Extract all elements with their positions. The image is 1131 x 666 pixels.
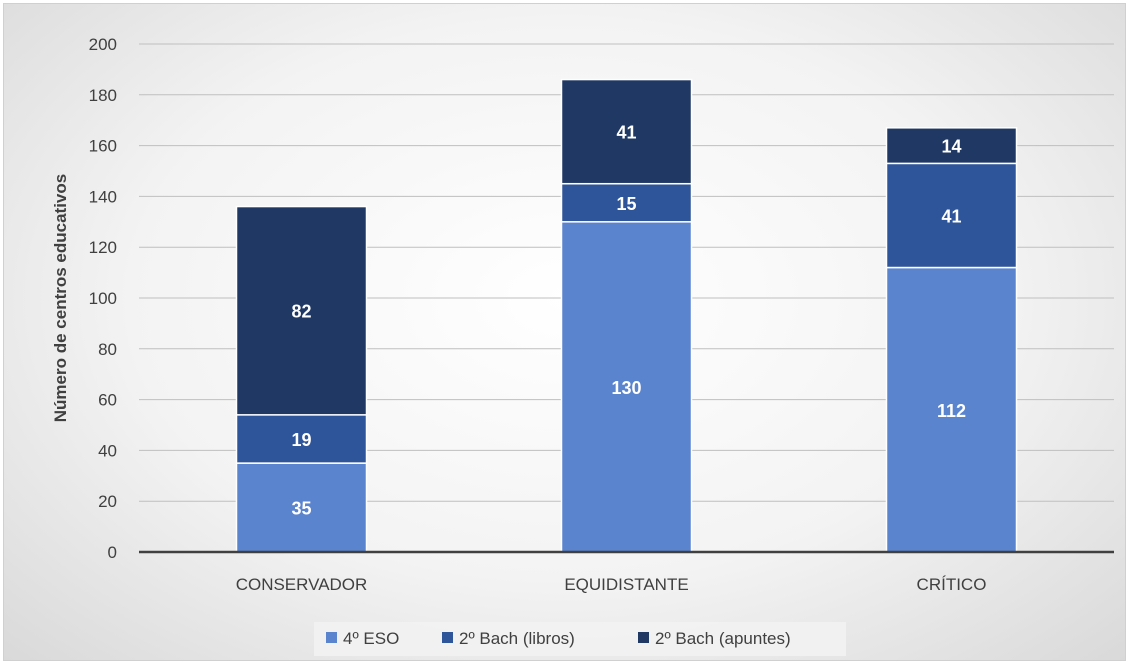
- bar-segment: [885, 162, 1018, 269]
- data-label: 41: [616, 123, 636, 143]
- data-label: 14: [941, 137, 961, 157]
- y-tick-label: 160: [89, 137, 117, 156]
- y-axis-ticks: 0 20 40 60 80 100 120 140 160 180 200: [89, 35, 117, 562]
- data-label: 35: [291, 499, 311, 519]
- bar-segment: [885, 127, 1018, 165]
- y-tick-label: 100: [89, 289, 117, 308]
- category-label: CRÍTICO: [917, 575, 987, 594]
- legend-label: 2º Bach (libros): [459, 629, 575, 648]
- y-tick-label: 120: [89, 238, 117, 257]
- y-tick-label: 80: [98, 340, 117, 359]
- stacked-bar-chart: 0 20 40 60 80 100 120 140 160 180 200 35 19 82 130 15 4…: [51, 35, 1114, 656]
- y-tick-label: 200: [89, 35, 117, 54]
- x-axis-categories: CONSERVADOR EQUIDISTANTE CRÍTICO: [236, 575, 987, 594]
- data-label: 112: [937, 401, 966, 421]
- y-axis-title: Número de centros educativos: [51, 174, 70, 422]
- bar-segment: [560, 78, 693, 185]
- y-tick-label: 0: [108, 543, 117, 562]
- legend-swatch: [442, 632, 453, 643]
- chart-area: 0 20 40 60 80 100 120 140 160 180 200 35 19 82 130 15 4…: [3, 3, 1126, 661]
- legend-background: [314, 622, 846, 656]
- y-tick-label: 180: [89, 86, 117, 105]
- y-tick-label: 140: [89, 187, 117, 206]
- y-tick-label: 20: [98, 492, 117, 511]
- bar-segment: [560, 221, 693, 553]
- category-label: EQUIDISTANTE: [564, 575, 688, 594]
- data-label: 41: [941, 206, 961, 226]
- data-labels: 35 19 82 130 15 41 112 41 14: [291, 123, 966, 519]
- data-label: 15: [616, 194, 636, 214]
- bar-segment: [885, 266, 1018, 553]
- y-tick-label: 40: [98, 441, 117, 460]
- legend-swatch: [638, 632, 649, 643]
- bar-segment: [235, 414, 368, 464]
- legend-swatch: [326, 632, 337, 643]
- data-label: 130: [611, 378, 641, 398]
- category-label: CONSERVADOR: [236, 575, 368, 594]
- legend-label: 4º ESO: [343, 629, 399, 648]
- bar-segment: [560, 182, 693, 223]
- data-label: 82: [291, 302, 311, 322]
- y-tick-label: 60: [98, 391, 117, 410]
- legend: 4º ESO 2º Bach (libros) 2º Bach (apuntes): [314, 622, 846, 656]
- bar-segment: [235, 205, 368, 416]
- data-label: 19: [291, 430, 311, 450]
- bars: [235, 78, 1018, 553]
- legend-label: 2º Bach (apuntes): [655, 629, 791, 648]
